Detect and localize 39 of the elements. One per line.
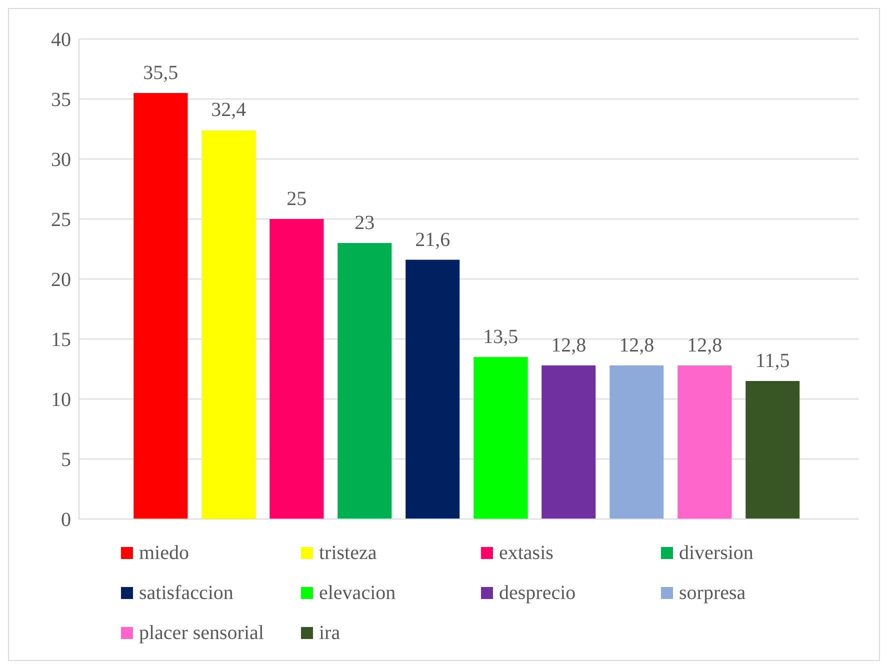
- data-label: 11,5: [755, 350, 790, 372]
- legend-label: diversion: [679, 542, 754, 564]
- y-tick-label: 40: [51, 29, 71, 52]
- bar: [610, 365, 664, 519]
- y-tick-label: 5: [61, 449, 71, 472]
- data-label: 12,8: [687, 334, 722, 356]
- data-label: 32,4: [211, 99, 246, 122]
- data-label: 12,8: [551, 334, 586, 356]
- y-tick-label: 25: [51, 209, 71, 232]
- legend-label: miedo: [139, 542, 189, 564]
- y-tick-label: 20: [51, 269, 71, 292]
- bar: [202, 130, 256, 519]
- bar: [746, 381, 800, 519]
- legend-label: desprecio: [499, 582, 576, 604]
- legend-label: extasis: [499, 542, 554, 564]
- y-tick-label: 30: [51, 149, 71, 172]
- data-label: 13,5: [483, 326, 518, 348]
- bar: [338, 243, 392, 519]
- data-label: 25: [286, 188, 307, 210]
- y-tick-label: 35: [51, 89, 71, 112]
- bar: [134, 93, 188, 519]
- legend-label: sorpresa: [679, 582, 746, 604]
- y-tick-label: 15: [51, 329, 71, 352]
- bar: [678, 365, 732, 519]
- bar: [474, 357, 528, 519]
- legend-label: placer sensorial: [139, 622, 264, 644]
- legend-label: elevacion: [319, 582, 396, 604]
- legend-label: tristeza: [319, 542, 377, 564]
- data-label: 35,5: [143, 62, 178, 84]
- y-tick-label: 10: [51, 389, 71, 412]
- bar: [270, 219, 324, 519]
- bar: [406, 260, 460, 519]
- legend-label: satisfaccion: [139, 582, 234, 604]
- bar: [542, 365, 596, 519]
- y-tick-label: 0: [61, 509, 71, 532]
- data-label: 12,8: [619, 334, 654, 356]
- data-label: 23: [354, 212, 375, 234]
- legend-label: ira: [319, 622, 340, 644]
- data-label: 21,6: [415, 228, 450, 251]
